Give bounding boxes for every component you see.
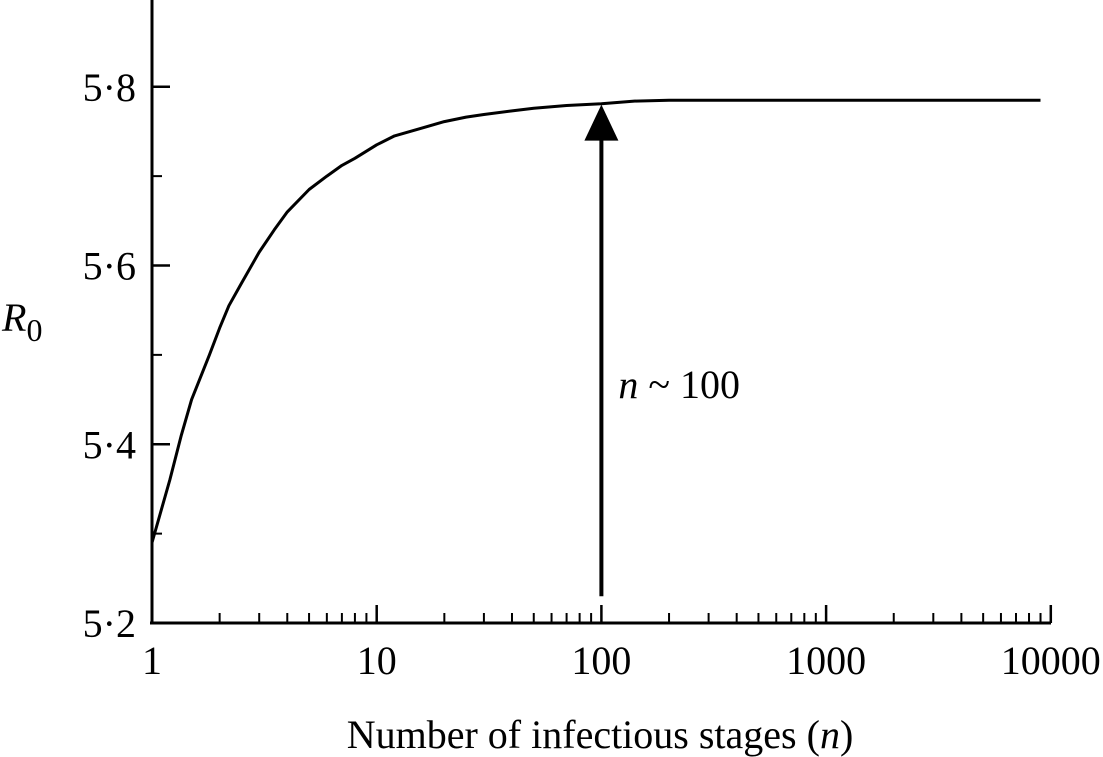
x-tick-labels: 1 10 100 1000 10000 [142,638,1101,683]
x-tick-label: 10 [357,638,397,683]
annotation-arrow: n ~ 100 [584,104,740,597]
y-tick-label: 5·2 [83,601,136,646]
y-axis-title: R0 [1,295,42,348]
x-tick-label: 1000 [786,638,866,683]
y-tick-label: 5·6 [83,244,136,289]
minor-ticks [152,175,1042,623]
y-tick-labels: 5·2 5·4 5·6 5·8 [83,65,136,646]
arrow-label: n ~ 100 [618,362,740,407]
x-axis-title: Number of infectious stages (n) [347,712,854,757]
x-tick-label: 100 [571,638,631,683]
y-tick-label: 5·8 [83,65,136,110]
y-tick-label: 5·4 [83,422,136,467]
major-ticks [150,85,1053,625]
x-tick-label: 1 [142,638,162,683]
x-tick-label: 10000 [1001,638,1101,683]
arrow-head [584,104,619,141]
series-line [150,98,1041,544]
